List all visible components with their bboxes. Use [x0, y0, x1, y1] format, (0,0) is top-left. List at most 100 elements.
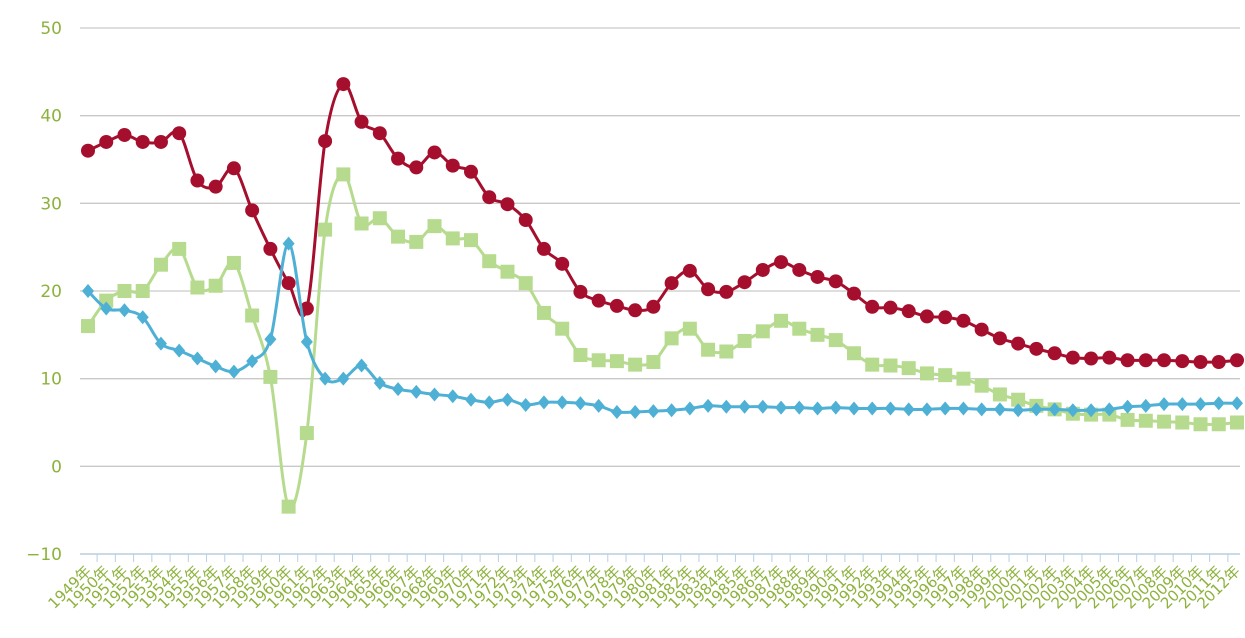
data-point — [500, 264, 515, 279]
data-point — [683, 401, 696, 416]
data-point — [518, 212, 533, 227]
data-point — [1120, 412, 1135, 427]
data-point — [1176, 397, 1189, 412]
y-tick-label: 30 — [40, 194, 62, 214]
data-point — [901, 361, 916, 376]
data-point — [355, 358, 368, 373]
data-point — [191, 351, 204, 366]
data-point — [1230, 415, 1244, 430]
data-point — [792, 262, 807, 277]
data-point — [974, 378, 989, 393]
data-point — [263, 241, 278, 256]
data-point — [920, 402, 933, 417]
data-point — [153, 134, 168, 149]
data-point — [737, 275, 752, 290]
series-group — [81, 77, 1244, 514]
data-point — [775, 400, 788, 415]
data-point — [792, 321, 807, 336]
data-point — [1139, 398, 1152, 413]
data-point — [172, 241, 187, 256]
data-point — [737, 333, 752, 348]
data-point — [847, 346, 861, 361]
series-line — [87, 82, 1238, 364]
data-point — [591, 353, 606, 368]
data-point — [281, 276, 296, 291]
data-point — [1194, 397, 1207, 412]
data-point — [720, 399, 733, 414]
data-point — [865, 299, 880, 314]
data-point — [209, 359, 222, 374]
data-point — [975, 402, 988, 417]
data-point — [445, 158, 460, 173]
data-point — [299, 426, 314, 441]
data-point — [774, 313, 789, 328]
data-point — [464, 233, 478, 248]
data-point — [465, 392, 477, 407]
series-1 — [81, 77, 1244, 370]
data-point — [500, 197, 515, 212]
data-point — [591, 293, 606, 308]
data-point — [135, 284, 150, 298]
data-point — [300, 334, 313, 349]
data-point — [702, 398, 715, 413]
data-point — [226, 161, 241, 176]
data-point — [427, 145, 442, 160]
data-point — [1175, 415, 1190, 430]
data-point — [246, 354, 259, 369]
data-point — [701, 342, 716, 357]
data-point — [1158, 397, 1171, 412]
data-point — [336, 167, 351, 182]
data-point — [884, 401, 897, 416]
data-point — [919, 366, 934, 381]
data-point — [1085, 403, 1098, 418]
data-point — [1030, 402, 1043, 417]
data-point — [756, 399, 769, 414]
y-tick-label: −10 — [26, 545, 62, 565]
data-point — [1138, 353, 1153, 368]
data-point — [848, 401, 860, 416]
data-point — [391, 229, 406, 244]
data-point — [1102, 350, 1117, 365]
data-point — [190, 280, 205, 295]
y-tick-label: 0 — [51, 457, 62, 477]
data-point — [318, 222, 333, 237]
data-point — [135, 134, 150, 149]
series-3 — [82, 236, 1243, 419]
data-point — [518, 276, 533, 291]
data-point — [774, 255, 789, 270]
data-point — [610, 404, 623, 419]
data-point — [482, 254, 497, 269]
data-point — [428, 387, 441, 402]
y-axis-ticks: −10 0 10 20 30 40 50 — [26, 19, 62, 565]
data-point — [392, 382, 405, 397]
data-point — [902, 402, 915, 417]
data-point — [227, 364, 240, 379]
data-point — [755, 324, 770, 339]
data-point — [992, 331, 1007, 346]
y-tick-label: 10 — [40, 370, 62, 390]
data-point — [1121, 399, 1134, 414]
data-point — [154, 336, 167, 351]
data-point — [483, 395, 496, 410]
data-point — [957, 401, 970, 416]
y-tick-label: 20 — [40, 282, 62, 302]
data-point — [226, 255, 241, 270]
data-point — [354, 216, 369, 231]
data-point — [1029, 341, 1044, 356]
data-point — [993, 402, 1006, 417]
data-point — [82, 284, 94, 298]
data-point — [1066, 403, 1079, 418]
data-point — [263, 369, 278, 384]
data-point — [536, 241, 551, 256]
data-point — [1211, 355, 1226, 370]
data-point — [556, 395, 569, 410]
data-point — [956, 371, 971, 386]
data-point — [117, 284, 132, 298]
data-point — [1157, 414, 1172, 429]
series-line — [86, 242, 1238, 414]
data-point — [810, 269, 825, 284]
data-point — [810, 327, 825, 342]
data-point — [281, 499, 296, 514]
data-point — [573, 347, 588, 362]
